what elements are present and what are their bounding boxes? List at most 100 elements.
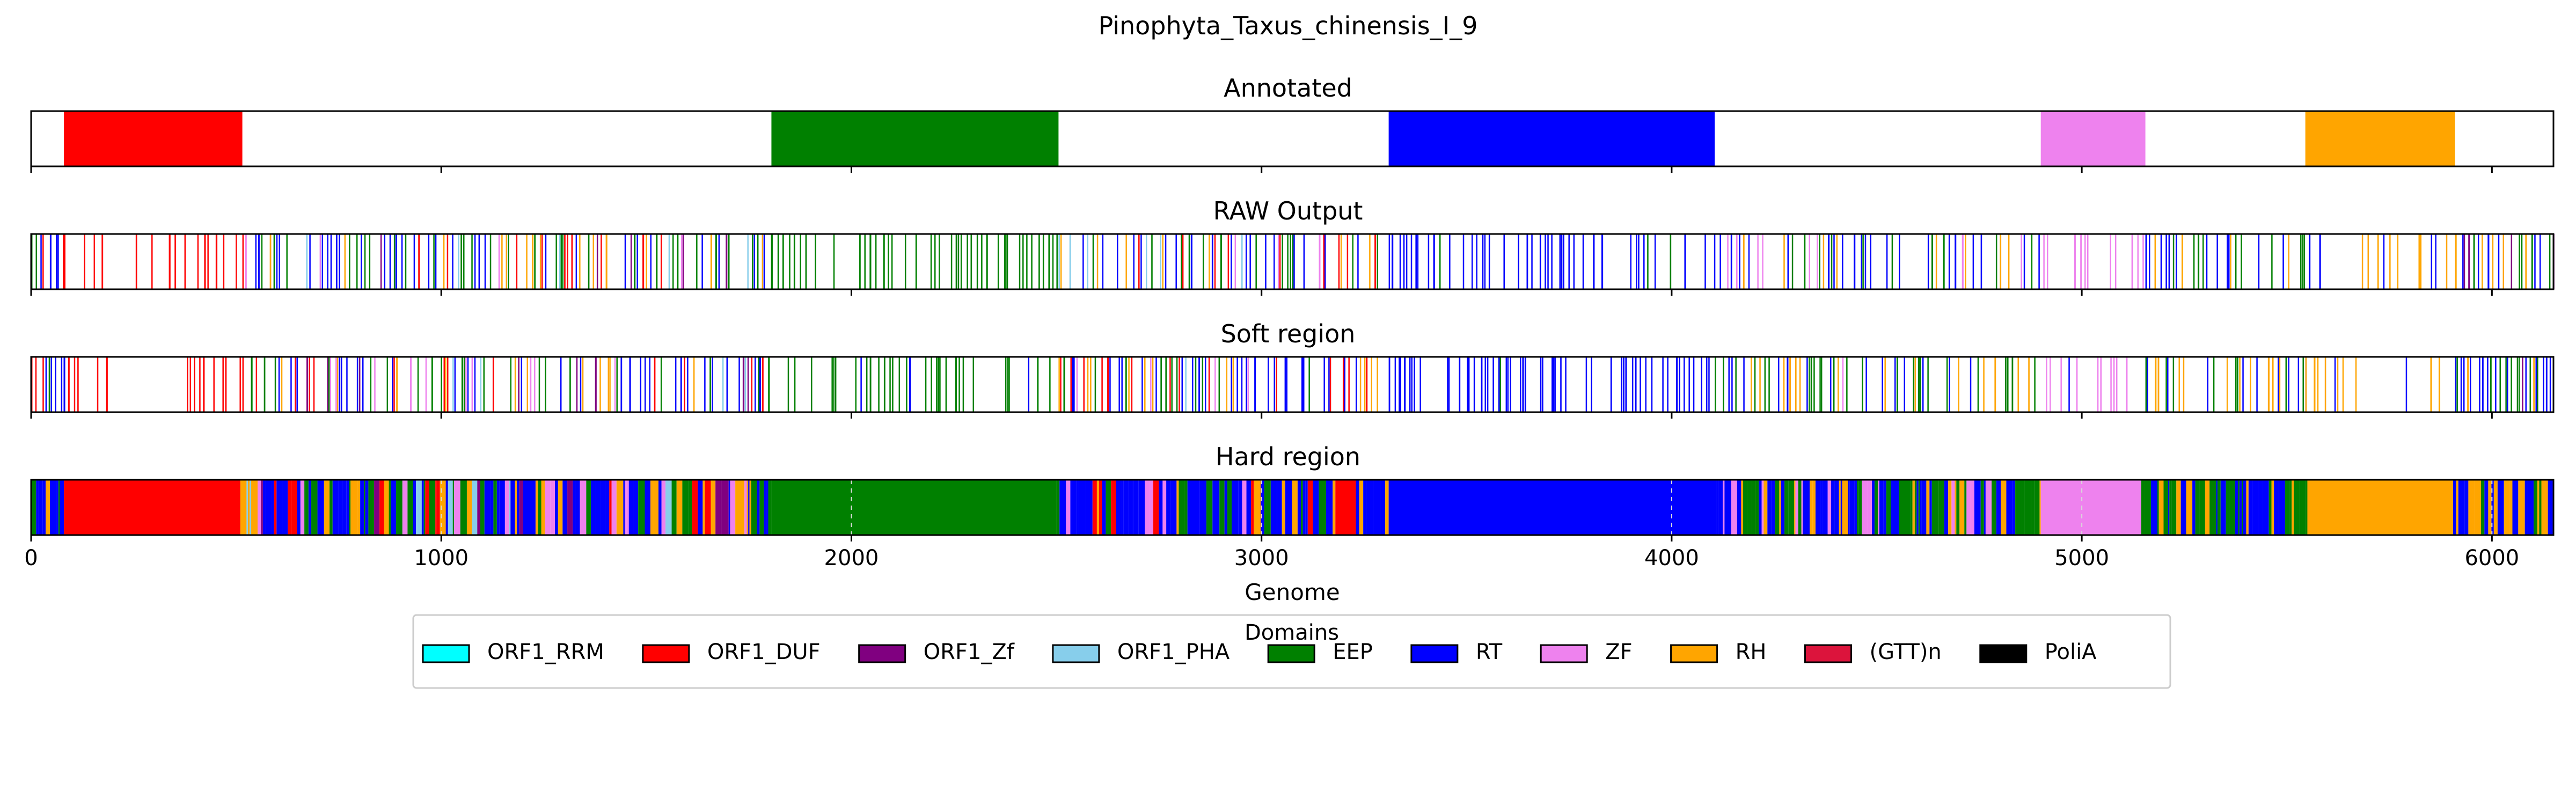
soft-region-stripe	[1520, 357, 1521, 412]
raw-output-stripe	[934, 234, 936, 289]
soft-region-stripe	[582, 357, 584, 412]
hard-region-stripe	[661, 480, 666, 535]
raw-output-stripe	[1214, 234, 1216, 289]
soft-region-stripe	[2288, 357, 2289, 412]
hard-region-stripe	[1324, 480, 1327, 535]
hard-region-stripe	[1076, 480, 1079, 535]
soft-region-stripe	[1342, 357, 1344, 412]
hard-region-stripe	[1227, 480, 1232, 535]
raw-output-stripe	[2377, 234, 2379, 289]
hard-region-stripe	[658, 480, 662, 535]
raw-output-stripe	[306, 234, 308, 289]
hard-region-ticks	[30, 535, 2493, 541]
hard-region-stripe	[1359, 480, 1364, 535]
soft-region-stripe	[1622, 357, 1625, 412]
hard-region-stripe	[1929, 480, 1932, 535]
soft-region-stripe	[1983, 357, 1985, 412]
soft-region-stripe	[514, 357, 516, 412]
raw-output-stripe	[2038, 234, 2040, 289]
raw-output-stripe	[541, 234, 543, 289]
soft-region-stripe	[1553, 357, 1555, 412]
hard-region-stripe	[1996, 480, 2001, 535]
soft-region-stripe	[68, 357, 70, 412]
raw-output-stripe	[1096, 234, 1099, 289]
soft-region-stripe	[1301, 357, 1304, 412]
soft-region-stripe	[396, 357, 398, 412]
soft-region-stripe	[1121, 357, 1123, 412]
hard-region-stripe	[665, 480, 672, 535]
soft-region-stripe	[1459, 357, 1461, 412]
soft-region-stripe	[63, 357, 65, 412]
hard-region-stripe	[742, 480, 745, 535]
hard-region-stripe	[2006, 480, 2012, 535]
hard-region-stripe	[1822, 480, 1828, 535]
raw-output-stripe	[2137, 234, 2139, 289]
panel-hard-region: Hard region 0 1000 2000 3000 4000 5000 6000	[24, 442, 2555, 570]
hard-region-stripe	[590, 480, 596, 535]
raw-output-stripe	[728, 234, 730, 289]
soft-region-stripe	[465, 357, 467, 412]
raw-output-stripe	[2446, 234, 2448, 289]
soft-region-stripe	[290, 357, 292, 412]
hard-region-stripe	[702, 480, 705, 535]
hard-region-stripe	[2453, 480, 2456, 535]
hard-region-stripe	[1955, 480, 1957, 535]
legend-label-orf1-duf: ORF1_DUF	[707, 640, 821, 664]
raw-output-stripe	[726, 234, 728, 289]
soft-region-stripe	[356, 357, 358, 412]
raw-output-stripe	[715, 234, 717, 289]
soft-region-stripe	[2100, 357, 2102, 412]
hard-region-stripe	[1133, 480, 1139, 535]
x-tick-label: 0	[24, 546, 38, 570]
soft-region-stripe	[55, 357, 56, 412]
soft-region-stripe	[2165, 357, 2167, 412]
soft-region-stripe	[1247, 357, 1249, 412]
soft-region-stripe	[1591, 357, 1592, 412]
soft-region-stripe	[2278, 357, 2279, 412]
hard-region-stripe	[596, 480, 601, 535]
legend: Domains ORF1_RRM ORF1_DUF ORF1_Zf ORF1_PHA E…	[412, 614, 2171, 689]
soft-region-stripe	[1865, 357, 1867, 412]
soft-region-stripe	[2007, 357, 2009, 412]
raw-output-stripe	[1303, 234, 1305, 289]
legend-swatch-orf1-pha	[1052, 644, 1100, 663]
soft-region-stripe	[1414, 357, 1415, 412]
hard-region-stripe	[1305, 480, 1308, 535]
raw-output-stripe	[349, 234, 350, 289]
soft-region-stripe	[1507, 357, 1509, 412]
hard-region-stripe	[562, 480, 568, 535]
hard-region-stripe	[1106, 480, 1111, 535]
soft-region-stripe	[866, 357, 868, 412]
soft-region-stripe	[569, 357, 571, 412]
hard-region-stripe	[2150, 480, 2157, 535]
soft-region-stripe	[2460, 357, 2462, 412]
soft-region-stripe	[2317, 357, 2319, 412]
hard-region-stripe	[1079, 480, 1086, 535]
hard-region-stripe	[1794, 480, 1796, 535]
raw-output-stripe	[1022, 234, 1024, 289]
raw-output-ticks	[30, 289, 2493, 296]
raw-output-stripe	[2462, 234, 2464, 289]
hard-region-stripe	[1892, 480, 1899, 535]
raw-output-stripe	[49, 234, 52, 289]
hard-region-stripe	[2238, 480, 2240, 535]
raw-output-stripe	[197, 234, 199, 289]
hard-region-stripe	[1931, 480, 1939, 535]
hard-region-stripe	[1872, 480, 1875, 535]
hard-region-stripe	[1716, 480, 1718, 535]
hard-region-stripe	[1812, 480, 1816, 535]
raw-output-stripe	[489, 234, 492, 289]
soft-region-stripe	[1202, 357, 1204, 412]
hard-region-stripe	[688, 480, 692, 535]
soft-region-stripe	[1171, 357, 1173, 412]
raw-output-stripe	[762, 234, 764, 289]
raw-output-stripe	[405, 234, 407, 289]
hard-region-stripe	[389, 480, 391, 535]
raw-output-stripe	[2084, 234, 2086, 289]
hard-region-stripe	[297, 480, 301, 535]
soft-region-stripe	[2242, 357, 2244, 412]
hard-region-segment-eep	[771, 480, 1057, 535]
soft-region-stripe	[2147, 357, 2148, 412]
soft-region-stripe	[454, 357, 456, 412]
